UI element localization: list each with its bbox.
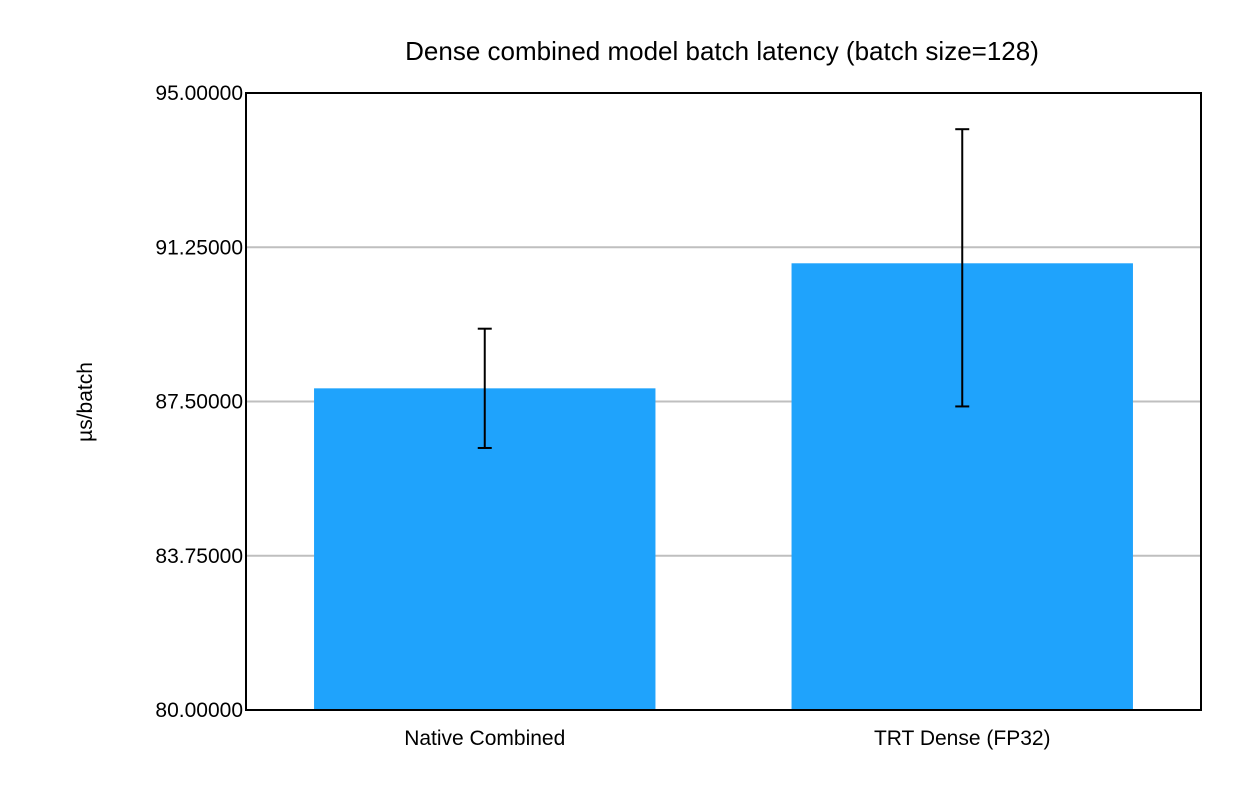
y-tick-label: 91.25000 [155, 236, 243, 259]
y-tick-label: 80.00000 [155, 699, 243, 722]
bars [314, 263, 1133, 710]
y-tick-label: 95.00000 [155, 82, 243, 105]
x-tick-labels: Native Combined TRT Dense (FP32) [404, 727, 1050, 750]
chart-title: Dense combined model batch latency (batc… [405, 36, 1039, 66]
y-tick-label: 83.75000 [155, 545, 243, 568]
y-tick-labels: 80.00000 83.75000 87.50000 91.25000 95.00000 [155, 82, 243, 722]
y-tick-label: 87.50000 [155, 391, 243, 414]
y-axis-label: µs/batch [74, 362, 97, 442]
x-tick-label: Native Combined [404, 727, 565, 750]
x-tick-label: TRT Dense (FP32) [874, 727, 1051, 750]
error-bars [477, 128, 970, 449]
plot-frame [245, 92, 1202, 711]
